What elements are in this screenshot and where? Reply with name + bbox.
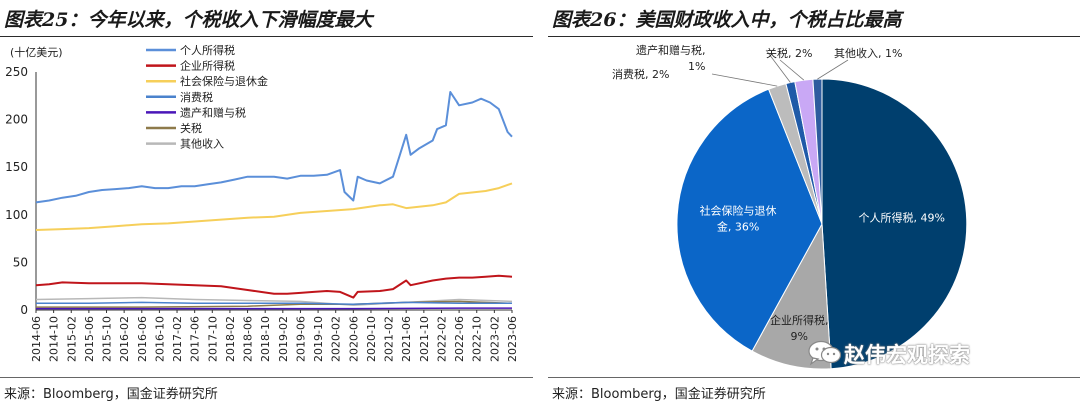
series-line xyxy=(35,182,513,231)
x-tick-label: 2022-02 xyxy=(435,316,448,362)
pie-chart-source: 来源：Bloomberg，国金证券研究所 xyxy=(552,387,766,402)
line-chart-figure-title: 图表25：今年以来，个税收入下滑幅度最大 xyxy=(4,9,373,31)
title-rule xyxy=(0,36,533,37)
pie-slice-label: 1% xyxy=(688,60,705,73)
pie-chart: 个人所得税, 49% 企业所得税, 9% 社会保险与退休金, 36% 消费税, 2% 遗产… xyxy=(612,43,968,370)
y-tick-label: 200 xyxy=(5,113,28,127)
x-tick-label: 2020-10 xyxy=(365,316,378,362)
y-tick-label: 100 xyxy=(5,208,28,222)
pie-slice-label: 金, 36% xyxy=(717,220,759,234)
x-tick-label: 2020-06 xyxy=(347,316,360,362)
x-tick-label: 2015-06 xyxy=(83,316,96,362)
legend-label: 消费税 xyxy=(180,90,213,104)
x-tick-label: 2018-06 xyxy=(242,316,255,362)
line-chart: (十亿美元) 0 50 100 150 200 250 2014-06 2014-10 2015-… xyxy=(5,43,519,362)
pie-leader-line xyxy=(779,59,805,81)
pie-slice xyxy=(821,78,968,370)
x-tick-label: 2023-02 xyxy=(488,316,501,362)
x-tick-label: 2021-10 xyxy=(418,316,431,362)
series-line xyxy=(36,307,512,310)
y-tick-label: 0 xyxy=(20,303,28,317)
pie-slice-label: 消费税, 2% xyxy=(612,67,669,81)
x-tick-label: 2017-06 xyxy=(189,316,202,362)
legend-label: 企业所得税 xyxy=(180,59,235,73)
series-line xyxy=(35,296,513,306)
legend-label: 社会保险与退休金 xyxy=(180,74,268,88)
x-tick-label: 2022-06 xyxy=(453,316,466,362)
pie-slice-label: 关税, 2% xyxy=(766,46,812,60)
x-tick-label: 2018-10 xyxy=(259,316,272,362)
pie-slice xyxy=(676,88,823,352)
y-tick-label: 150 xyxy=(5,160,28,174)
x-tick-label: 2019-02 xyxy=(277,316,290,362)
x-tick-label: 2022-10 xyxy=(471,316,484,362)
source-rule xyxy=(0,377,533,378)
series-line xyxy=(35,274,513,299)
x-tick-label: 2015-10 xyxy=(101,316,114,362)
legend-label: 遗产和赠与税 xyxy=(180,105,246,119)
x-tick-label: 2023-06 xyxy=(506,316,519,362)
x-tick-label: 2021-06 xyxy=(400,316,413,362)
watermark-text: 赵伟宏观探索 xyxy=(844,343,970,367)
x-tick-label: 2020-02 xyxy=(330,316,343,362)
x-tick-label: 2019-10 xyxy=(312,316,325,362)
x-tick-label: 2019-06 xyxy=(294,316,307,362)
pie-slice-label: 个人所得税, 49% xyxy=(858,210,944,224)
title-rule xyxy=(548,36,1080,37)
x-tick-label: 2017-10 xyxy=(206,316,219,362)
pie-slice xyxy=(751,222,832,370)
pie-slice-label: 遗产和赠与税, xyxy=(636,43,706,57)
source-rule xyxy=(548,377,1080,378)
pie-leader-line xyxy=(817,59,849,80)
x-tick-label: 2021-02 xyxy=(383,316,396,362)
legend-label: 个人所得税 xyxy=(180,43,235,57)
line-chart-panel: 图表25：今年以来，个税收入下滑幅度最大 (十亿美元) 0 50 100 150 200 2… xyxy=(0,0,533,405)
pie-slice-label: 企业所得税, xyxy=(770,313,829,327)
series-line xyxy=(35,91,513,204)
pie-slice-label: 9% xyxy=(790,330,807,343)
wechat-icon xyxy=(808,340,842,366)
x-tick-label: 2016-06 xyxy=(136,316,149,362)
y-tick-label: 50 xyxy=(13,255,28,269)
pie-chart-figure-title: 图表26：美国财政收入中，个税占比最高 xyxy=(552,9,902,31)
x-tick-label: 2016-10 xyxy=(153,316,166,362)
pie-chart-panel: 图表26：美国财政收入中，个税占比最高 个人所得税, 49% 企业所得税, 9% 社会… xyxy=(548,0,1080,405)
pie-slice-label: 社会保险与退休 xyxy=(700,204,777,218)
y-tick-label: 250 xyxy=(5,65,28,79)
series-line xyxy=(36,301,512,306)
pie-leader-line xyxy=(711,73,778,87)
line-chart-source: 来源：Bloomberg，国金证券研究所 xyxy=(4,387,218,402)
x-tick-label: 2015-02 xyxy=(65,316,78,362)
y-axis-unit-label: (十亿美元) xyxy=(10,45,63,59)
legend-label: 其他收入 xyxy=(180,137,224,151)
x-tick-label: 2017-02 xyxy=(171,316,184,362)
x-tick-label: 2018-02 xyxy=(224,316,237,362)
x-tick-label: 2014-06 xyxy=(30,316,43,362)
x-tick-label: 2014-10 xyxy=(48,316,61,362)
x-tick-label: 2016-02 xyxy=(118,316,131,362)
legend-label: 关税 xyxy=(180,121,202,135)
pie-leader-line xyxy=(765,49,791,83)
pie-slice-label: 其他收入, 1% xyxy=(834,46,902,60)
